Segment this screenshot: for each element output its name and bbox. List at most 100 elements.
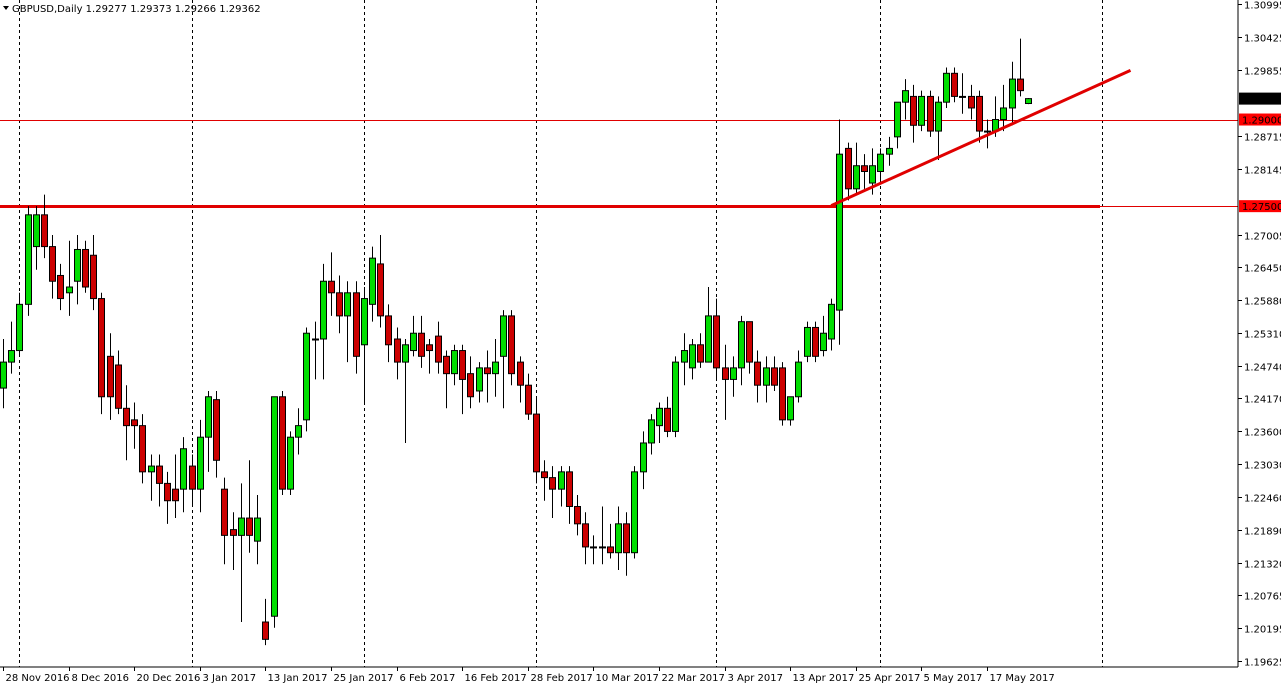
candle (230, 512, 237, 571)
time-tick-label: 17 May 2017 (990, 673, 1055, 684)
candles (0, 38, 1032, 646)
candle (476, 362, 483, 403)
candle (303, 327, 310, 432)
candle-body (959, 95, 966, 98)
candle (98, 292, 105, 415)
time-tick-label: 16 Feb 2017 (465, 673, 527, 684)
candle (959, 73, 966, 114)
candle (951, 67, 958, 103)
level-price-tag-label: 1.27500 (1242, 202, 1281, 213)
price-tick-label: 1.30425 (1244, 34, 1281, 45)
candle (74, 235, 81, 305)
current-price-tag: 1.29362 (1239, 92, 1281, 106)
candle-body (648, 419, 655, 444)
candle (197, 419, 204, 513)
candle-body (771, 367, 778, 386)
candle-body (746, 321, 753, 363)
candle-body (640, 442, 647, 473)
candle (49, 235, 56, 299)
candle (443, 350, 450, 409)
price-tick-label: 1.23600 (1244, 428, 1281, 439)
candle-body (139, 425, 146, 473)
trendline[interactable] (830, 69, 1132, 207)
candle-body (697, 344, 704, 363)
candle (410, 315, 417, 357)
candle-body (230, 529, 237, 536)
candle-body (254, 517, 261, 542)
candle-body (246, 517, 253, 536)
candle (705, 287, 712, 363)
price-tick-label: 1.24170 (1244, 395, 1281, 406)
candle-body (705, 315, 712, 363)
candle (943, 67, 950, 108)
candle (66, 240, 73, 316)
candle (648, 414, 655, 455)
candle (861, 154, 868, 189)
candle (312, 321, 319, 380)
candle (238, 483, 245, 623)
candle-body (508, 315, 515, 375)
candle-body (681, 350, 688, 363)
candle (894, 101, 901, 149)
candle (738, 315, 745, 386)
time-tick-label: 28 Nov 2016 (6, 673, 70, 684)
time-tick-label: 10 Mar 2017 (596, 673, 659, 684)
candle (377, 235, 384, 328)
candle-body (664, 407, 671, 432)
candle-body (98, 298, 105, 398)
candle (836, 119, 843, 345)
collapse-triangle-icon[interactable] (3, 6, 9, 10)
candle (426, 338, 433, 374)
candle (746, 321, 753, 374)
candle-body (976, 95, 983, 132)
candle-body (369, 257, 376, 305)
candle-body (861, 165, 868, 172)
candle-body (877, 153, 884, 172)
candle-body (795, 361, 802, 398)
candle (25, 206, 32, 316)
candle (910, 84, 917, 143)
candle-body (525, 384, 532, 415)
candle (156, 454, 163, 507)
candle-body (148, 465, 155, 473)
candle (336, 275, 343, 334)
candle (221, 477, 228, 565)
candle-body (402, 344, 409, 363)
candle (681, 333, 688, 386)
level-price-tag: 1.29000 (1239, 113, 1281, 127)
candle-body (574, 505, 581, 525)
price-tick-label: 1.19625 (1244, 658, 1281, 669)
candle (689, 338, 696, 380)
time-tick-label: 3 Apr 2017 (728, 673, 783, 684)
candle-body (738, 321, 745, 369)
level-price-tag: 1.27500 (1239, 200, 1281, 213)
candle (271, 396, 278, 628)
price-tick-label: 1.28715 (1244, 133, 1281, 144)
candle-body (722, 367, 729, 380)
candle-body (49, 246, 56, 282)
candle (90, 235, 97, 311)
candle-body (558, 471, 565, 490)
candle-body (74, 248, 81, 282)
time-tick-label: 22 Mar 2017 (662, 673, 725, 684)
candle-body (418, 332, 425, 357)
candle-body (312, 338, 319, 341)
time-tick-label: 28 Feb 2017 (531, 673, 593, 684)
candle-body (328, 280, 335, 294)
candle-body (8, 350, 15, 363)
candle (435, 321, 442, 374)
candle-body (189, 465, 196, 490)
level-price-tag-label: 1.29000 (1242, 116, 1281, 127)
candle-body (730, 367, 737, 380)
candle-body (631, 471, 638, 554)
candle-body (394, 338, 401, 363)
price-tick-label: 1.30995 (1244, 1, 1281, 12)
candle (771, 356, 778, 391)
candle (615, 506, 622, 571)
candle-body (213, 399, 220, 461)
candle-body (1017, 78, 1024, 92)
candle-body (443, 355, 450, 375)
candle (558, 466, 565, 507)
price-axis: 1.30995 1.30425 1.29855 1.28715 1.28145 1.270… (1238, 1, 1281, 669)
